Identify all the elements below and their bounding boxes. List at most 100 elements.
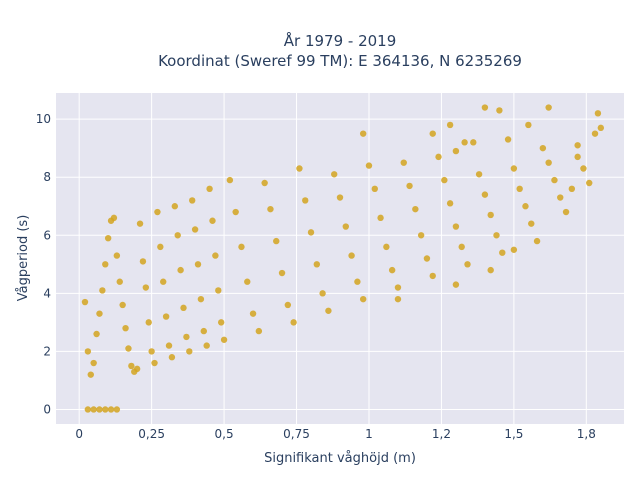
data-point [394,284,402,291]
data-point [487,211,494,219]
data-point [359,130,367,137]
data-point [84,406,92,413]
data-point [319,290,326,297]
data-point [133,365,141,373]
data-point [99,287,106,294]
y-axis-label: Vågperiod (s) [16,215,31,302]
data-point [597,124,605,132]
data-point [388,266,396,274]
data-point [487,266,494,274]
data-point [162,313,170,320]
data-point [446,121,454,129]
data-point [209,217,216,224]
x-tick-label: 1 [365,427,373,441]
data-point [165,342,173,349]
data-point [81,298,89,306]
data-point [525,121,532,129]
data-point [446,200,454,207]
data-point [383,243,390,251]
data-point [452,223,460,230]
data-point [539,144,547,152]
data-point [458,243,465,251]
data-point [96,406,103,413]
data-point [359,295,367,303]
x-tick-label: 0 [75,427,83,441]
data-point [113,252,121,259]
data-point [113,406,121,413]
data-point [429,272,436,280]
data-point [160,278,167,285]
data-point [528,220,535,227]
data-point [119,301,126,309]
data-point [464,261,471,268]
data-point [93,330,100,338]
data-point [481,104,489,111]
y-tick-label: 10 [36,112,51,126]
data-point [545,104,552,111]
data-point [151,359,158,367]
data-point [290,319,297,326]
data-point [481,191,489,198]
y-tick-label: 4 [43,286,51,300]
data-point [203,342,210,349]
data-point [493,232,500,239]
data-point [84,348,92,355]
data-point [461,139,468,146]
data-point [400,159,407,166]
data-point [342,223,349,230]
data-point [125,345,132,352]
data-point [107,406,115,413]
x-tick-labels: 0 0,25 0,5 0,75 1 1,2 1,5 1,8 [75,427,596,441]
x-tick-label: 0,75 [283,427,310,441]
data-point [354,278,361,285]
data-point [510,165,518,172]
data-point [313,261,321,268]
data-point [215,287,222,294]
data-point [174,232,181,239]
data-point [278,269,286,277]
data-point [423,255,431,262]
data-point [96,310,103,317]
grid-layer [56,93,624,424]
data-point [574,142,581,149]
data-point [194,261,202,268]
data-point [102,406,109,413]
data-point [302,197,309,204]
data-point [191,226,199,233]
data-point [122,324,129,332]
data-point [142,284,150,291]
x-tick-label: 0,5 [215,427,234,441]
x-tick-label: 1,2 [432,427,451,441]
data-point [412,205,419,213]
data-point [183,333,190,341]
data-point [417,232,425,239]
data-point [325,307,332,314]
data-point [580,165,587,172]
data-point [510,246,518,253]
data-point [545,159,552,166]
data-point [568,185,576,193]
y-tick-label: 8 [43,170,51,184]
data-point [496,107,503,114]
data-point [244,278,251,285]
data-point [452,147,460,155]
data-point [562,208,570,216]
data-point [87,371,94,378]
data-point [574,153,581,161]
data-point [267,205,274,213]
data-point [516,185,523,193]
data-point [197,295,205,303]
data-point [435,153,442,161]
data-point [499,249,506,256]
data-point [522,203,529,210]
data-point [406,182,413,190]
data-point [273,237,280,245]
x-tick-label: 1,5 [504,427,523,441]
data-point [586,179,593,187]
points-layer [81,104,605,413]
data-point [206,185,213,193]
data-point [171,203,179,210]
data-point [90,359,97,367]
data-point [102,261,109,268]
